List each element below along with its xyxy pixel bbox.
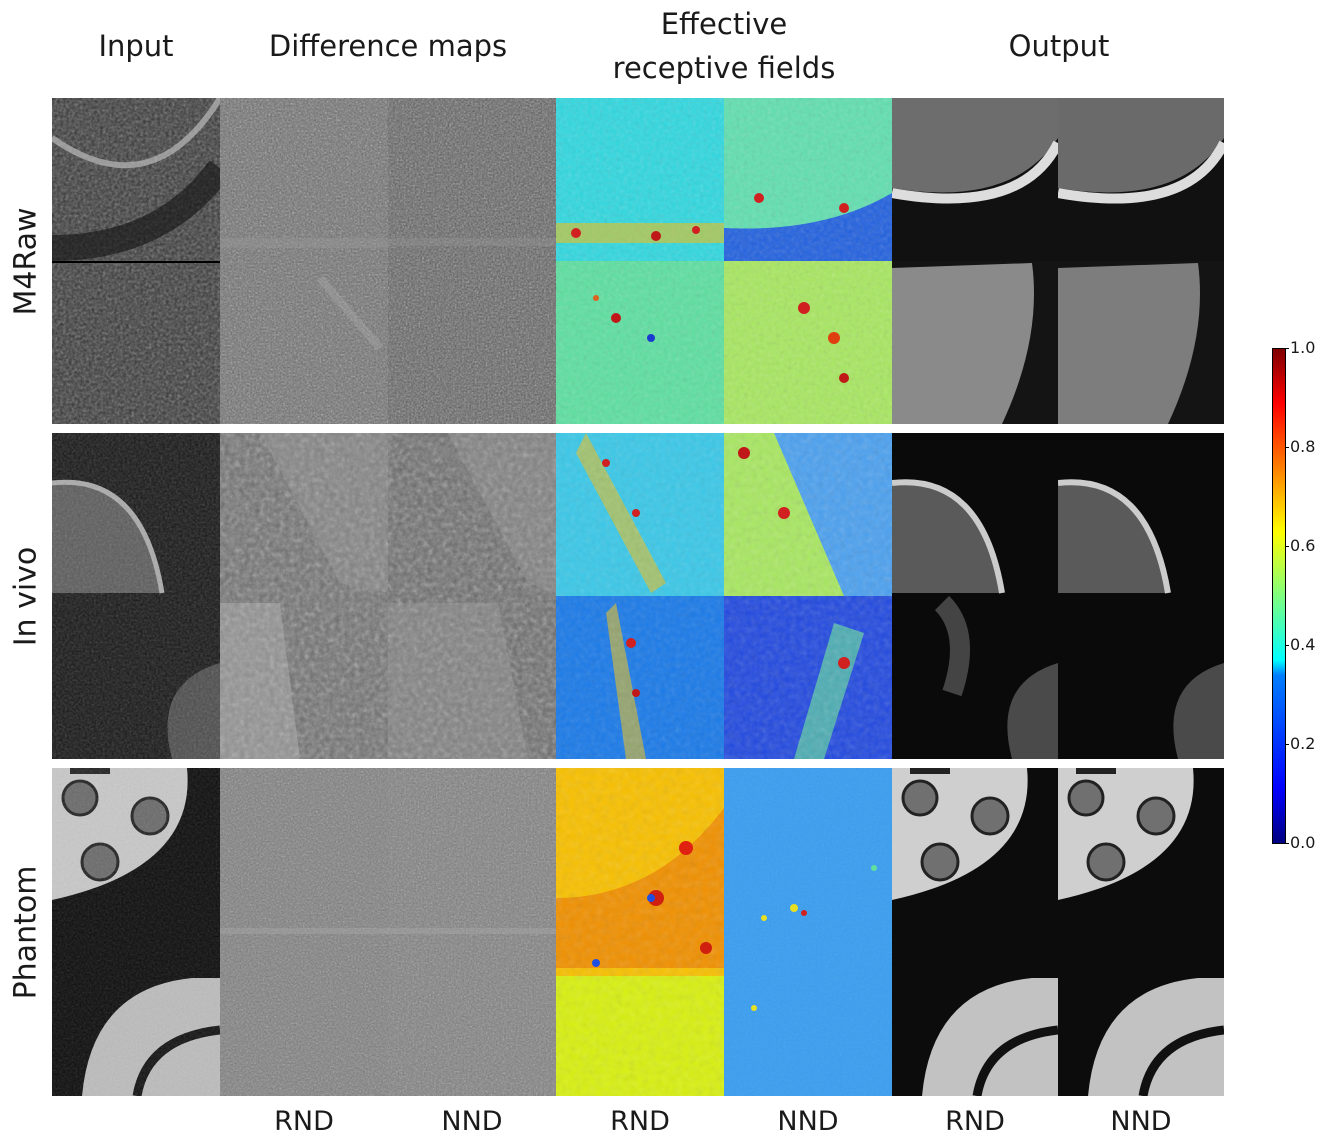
m4raw-output-rnd [892, 98, 1058, 424]
footer-erf-nnd: NND [777, 1105, 839, 1137]
colorbar [1272, 348, 1286, 844]
column-header-effective-receptive-fields: Effective receptive fields [612, 7, 836, 85]
phantom-erf-nnd [724, 768, 892, 1096]
row-label-in-vivo: In vivo [8, 546, 44, 646]
colorbar-tick-label: 0.8 [1290, 437, 1316, 456]
colorbar-tick [1285, 744, 1289, 745]
in-vivo-difference-rnd [220, 433, 388, 759]
in-vivo-erf-rnd [556, 433, 724, 759]
m4raw-output-nnd [1058, 98, 1224, 424]
colorbar-tick [1285, 447, 1289, 448]
row-label-phantom: Phantom [8, 865, 44, 999]
phantom-erf-rnd [556, 768, 724, 1096]
phantom-input-image [52, 768, 220, 1096]
m4raw-erf-rnd [556, 98, 724, 424]
in-vivo-input-image [52, 433, 220, 759]
footer-difference-nnd: NND [441, 1105, 503, 1137]
footer-output-rnd: RND [945, 1105, 1005, 1137]
colorbar-tick-label: 1.0 [1290, 338, 1316, 357]
m4raw-erf-nnd [724, 98, 892, 424]
m4raw-difference-rnd [220, 98, 388, 424]
m4raw-difference-nnd [388, 98, 556, 424]
colorbar-tick-label: 0.0 [1290, 833, 1316, 852]
colorbar-tick [1285, 843, 1289, 844]
in-vivo-erf-nnd [724, 433, 892, 759]
column-header-difference-maps: Difference maps [268, 29, 508, 63]
colorbar-tick-label: 0.2 [1290, 734, 1316, 753]
colorbar-tick [1285, 348, 1289, 349]
phantom-output-rnd [892, 768, 1058, 1096]
row-label-m4raw: M4Raw [8, 206, 44, 316]
colorbar-tick-label: 0.6 [1290, 536, 1316, 555]
in-vivo-output-rnd [892, 433, 1058, 759]
phantom-output-nnd [1058, 768, 1224, 1096]
footer-erf-rnd: RND [610, 1105, 670, 1137]
footer-difference-rnd: RND [274, 1105, 334, 1137]
m4raw-input-image [52, 98, 220, 424]
colorbar-tick-label: 0.4 [1290, 635, 1316, 654]
column-header-input: Input [98, 29, 174, 63]
footer-output-nnd: NND [1110, 1105, 1172, 1137]
phantom-difference-nnd [388, 768, 556, 1096]
colorbar-tick [1285, 645, 1289, 646]
in-vivo-output-nnd [1058, 433, 1224, 759]
in-vivo-difference-nnd [388, 433, 556, 759]
colorbar-tick [1285, 546, 1289, 547]
column-header-output: Output [1008, 29, 1110, 63]
phantom-difference-rnd [220, 768, 388, 1096]
